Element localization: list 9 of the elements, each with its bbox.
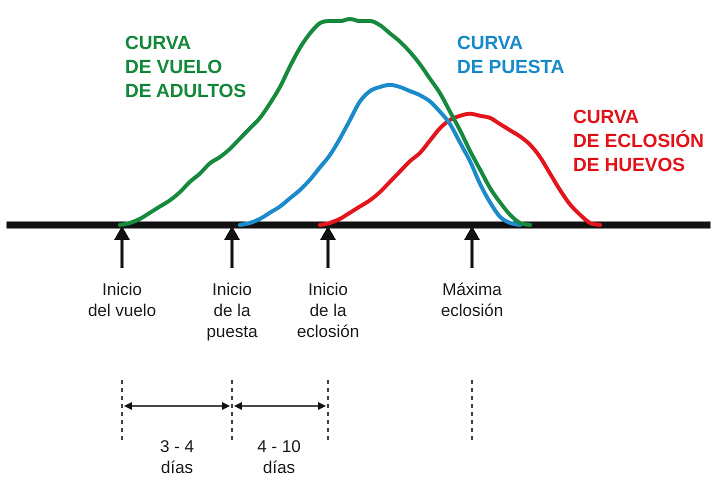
text: 3 - 4 días <box>160 436 194 478</box>
text: Inicio del vuelo <box>88 279 156 321</box>
text: Inicio de la eclosión <box>296 279 360 342</box>
series-label: CURVA DE VUELO DE ADULTOS <box>125 32 246 104</box>
series-label: CURVA DE ECLOSIÓN DE HUEVOS <box>573 106 704 178</box>
series-label: CURVA DE PUESTA <box>457 32 564 80</box>
text: Máxima eclosión <box>440 279 504 321</box>
text: 4 - 10 días <box>257 436 301 478</box>
text: Inicio de la puesta <box>206 279 258 342</box>
